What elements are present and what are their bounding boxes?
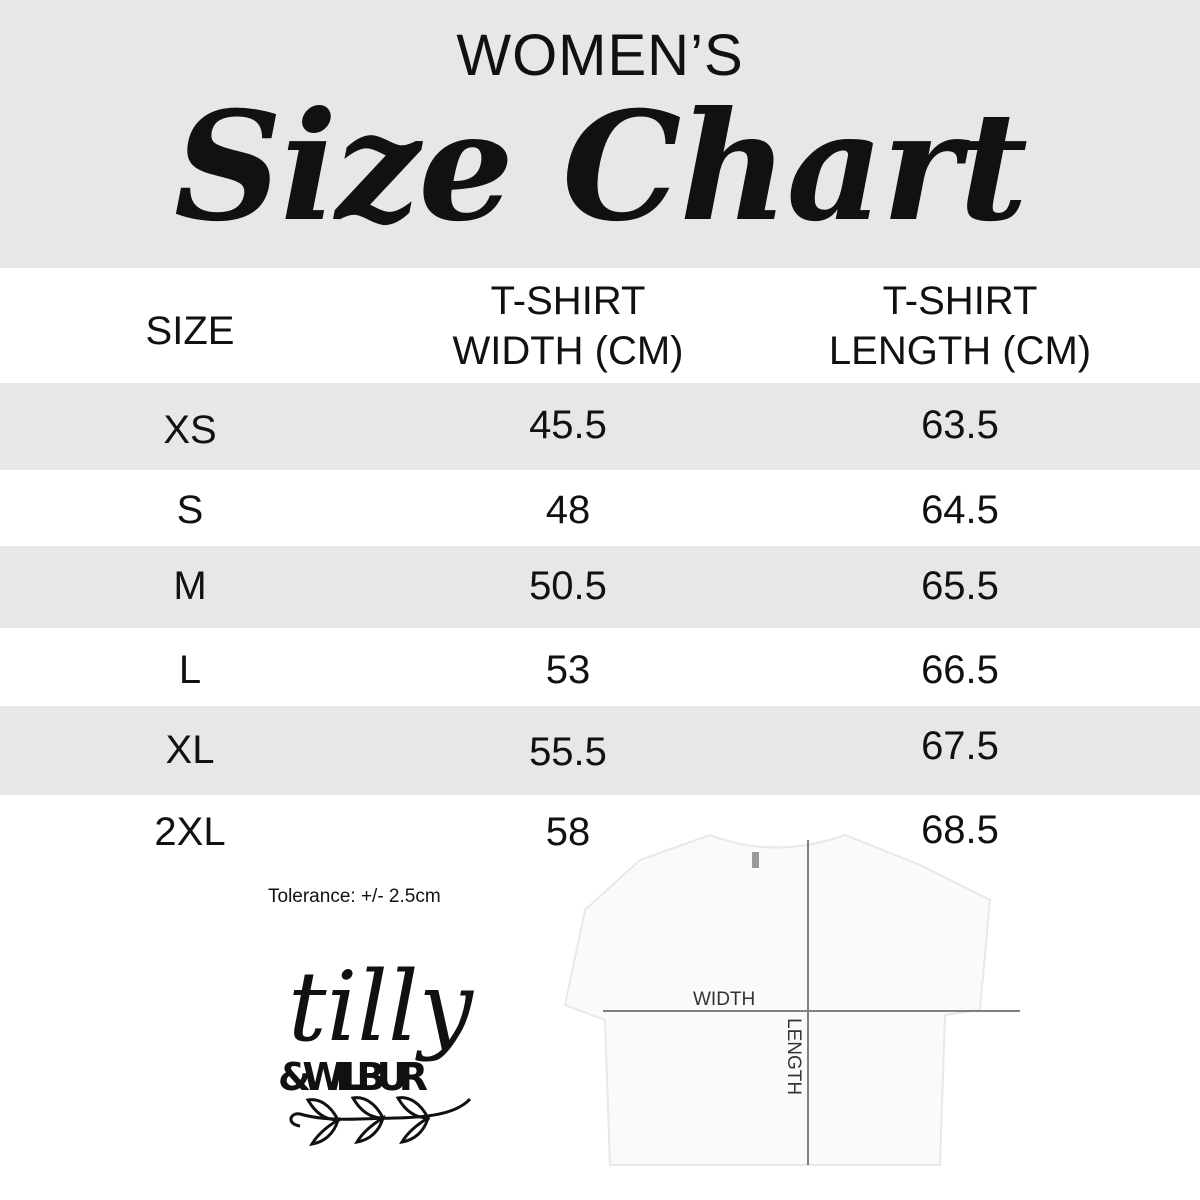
width-cell: 55.5 [529,730,607,774]
size-cell: XL [165,728,215,772]
leaf-branch-icon [289,1096,472,1147]
width-cell: 53 [545,648,591,692]
tshirt-label-tag [752,852,759,868]
page-subtitle: WOMEN’S [456,23,744,88]
length-label: LENGTH [783,1018,804,1095]
column-header-size: SIZE [145,309,235,353]
size-cell: S [176,488,204,532]
width-cell: 48 [545,488,591,532]
length-cell: 64.5 [921,488,999,532]
tolerance-note: Tolerance: +/- 2.5cm [268,886,441,907]
column-header-length-line1: T-SHIRT [882,279,1038,323]
column-header-width-line1: T-SHIRT [490,279,646,323]
tshirt-shape [563,833,992,1166]
width-cell: 45.5 [529,403,607,447]
column-header-width-line2: WIDTH (CM) [452,329,684,373]
table-row-bg [0,546,1200,628]
table-row-bg [0,706,1200,795]
table-row-bg [0,383,1200,470]
size-cell: 2XL [154,810,226,854]
length-cell: 66.5 [921,648,999,692]
page-title: Size Chart [173,79,1028,255]
width-cell: 58 [545,810,591,854]
brand-logo: tilly &WILBUR [278,950,498,1155]
tshirt-diagram: WIDTH LENGTH [560,830,1020,1185]
length-cell: 68.5 [921,808,999,852]
logo-text-tilly: tilly [288,951,475,1063]
width-label: WIDTH [693,989,755,1010]
logo-graphic: tilly &WILBUR [278,951,475,1147]
length-cell: 65.5 [921,564,999,608]
column-header-length-line2: LENGTH (CM) [828,329,1092,373]
width-cell: 50.5 [529,564,607,608]
header-band [0,0,1200,268]
logo-text-wilbur: &WILBUR [278,1055,428,1099]
size-cell: M [173,564,207,608]
length-cell: 63.5 [921,403,999,447]
length-cell: 67.5 [921,724,999,768]
size-cell: L [178,648,202,692]
size-cell: XS [163,408,217,452]
